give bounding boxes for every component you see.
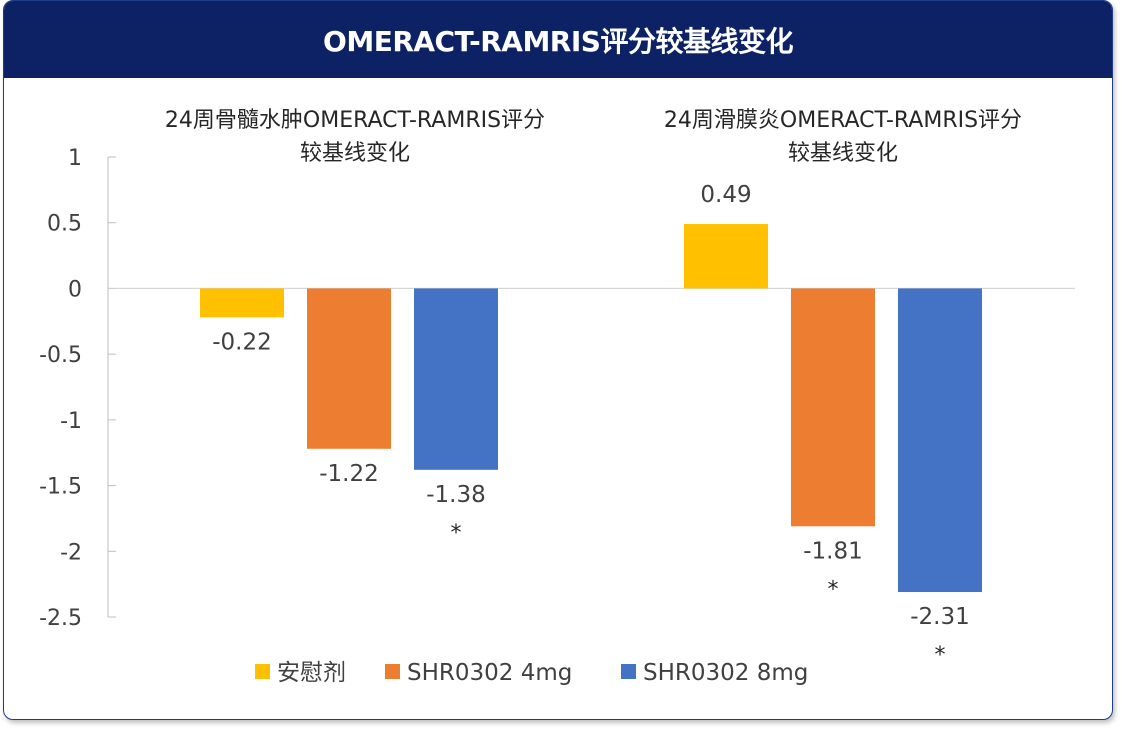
bar bbox=[200, 288, 284, 318]
panel-subtitle: 24周滑膜炎OMERACT-RAMRIS评分 bbox=[664, 108, 1022, 133]
legend-label: 安慰剂 bbox=[277, 660, 346, 686]
bar bbox=[414, 288, 498, 470]
bar bbox=[684, 224, 768, 289]
y-tick-label: -1.5 bbox=[39, 475, 82, 500]
y-tick-label: -2 bbox=[60, 540, 82, 565]
y-tick-label: -2.5 bbox=[39, 606, 82, 631]
chart-header: OMERACT-RAMRIS评分较基线变化 bbox=[4, 1, 1112, 78]
y-tick-label: -1 bbox=[60, 409, 82, 434]
significance-mark: * bbox=[935, 643, 946, 668]
legend-swatch bbox=[621, 664, 636, 679]
legend-swatch bbox=[255, 664, 270, 679]
bar bbox=[898, 288, 982, 593]
panel-subtitle: 24周骨髓水肿OMERACT-RAMRIS评分 bbox=[165, 108, 545, 133]
data-label: -2.31 bbox=[910, 604, 970, 630]
y-tick-label: 0 bbox=[68, 277, 82, 302]
legend-label: SHR0302 8mg bbox=[643, 660, 808, 686]
y-tick-label: 1 bbox=[68, 146, 82, 171]
panel-subtitle: 较基线变化 bbox=[300, 141, 410, 166]
data-label: -1.22 bbox=[319, 461, 379, 487]
y-tick-label: -0.5 bbox=[39, 343, 82, 368]
chart-title: OMERACT-RAMRIS评分较基线变化 bbox=[323, 24, 793, 58]
bar bbox=[307, 288, 391, 449]
significance-mark: * bbox=[451, 521, 462, 546]
data-label: -1.81 bbox=[803, 538, 863, 564]
data-label: -0.22 bbox=[212, 329, 272, 355]
legend-swatch bbox=[385, 664, 400, 679]
data-label: -1.38 bbox=[426, 482, 486, 508]
legend-label: SHR0302 4mg bbox=[407, 660, 572, 686]
significance-mark: * bbox=[828, 577, 839, 602]
bar bbox=[791, 288, 875, 527]
panel-subtitle: 较基线变化 bbox=[788, 141, 898, 166]
data-label: 0.49 bbox=[700, 182, 751, 208]
y-tick-label: 0.5 bbox=[47, 212, 82, 237]
